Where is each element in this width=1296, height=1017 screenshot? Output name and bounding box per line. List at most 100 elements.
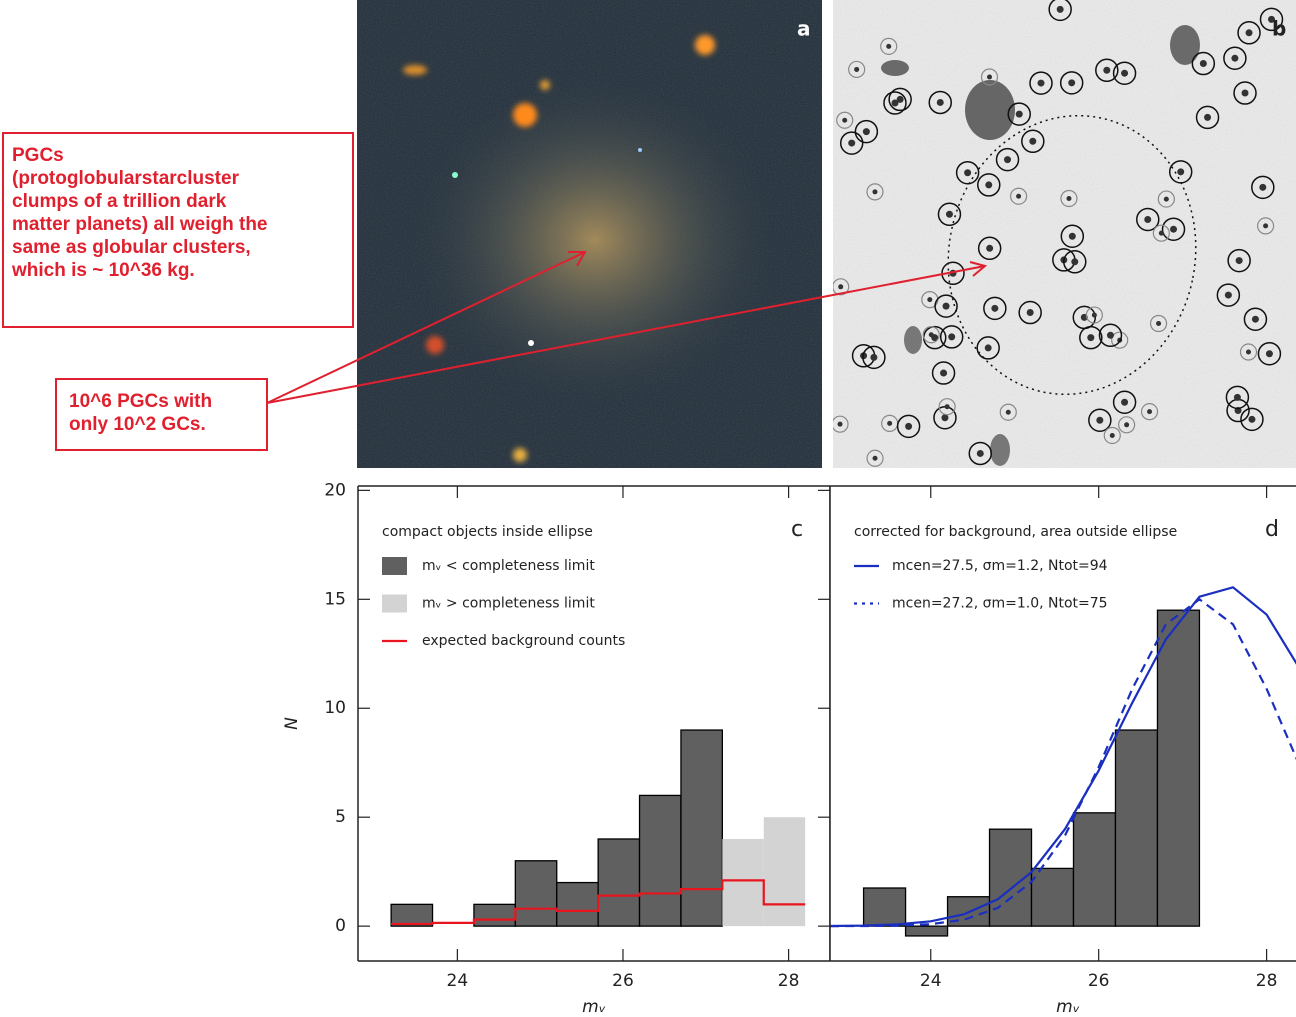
source-dot (1016, 111, 1023, 118)
source-dot (1057, 6, 1064, 13)
annotation-line: matter planets) all weigh the (12, 213, 344, 236)
source-dot (887, 421, 892, 426)
annotation-line: same as globular clusters, (12, 236, 344, 259)
x-tick-label: 26 (1088, 971, 1110, 991)
histogram-bar (906, 926, 948, 936)
histogram-bar (474, 904, 515, 926)
source-dot (1107, 332, 1114, 339)
source-dot (1159, 231, 1164, 236)
source-dot (1156, 321, 1161, 326)
source-dot (985, 181, 992, 188)
source-dot (1204, 114, 1211, 121)
source-dot (848, 140, 855, 147)
y-tick-label: 15 (324, 589, 346, 609)
source-dot (1066, 196, 1071, 201)
source-dot (1234, 394, 1241, 401)
source-dot (1259, 184, 1266, 191)
source-dot (854, 67, 859, 72)
annotation-line: (protoglobularstarcluster (12, 167, 344, 190)
histogram-bar (557, 883, 598, 927)
x-tick-label: 24 (920, 971, 942, 991)
panel-label: d (1265, 517, 1279, 542)
source-dot (1068, 79, 1075, 86)
histogram-bar (1032, 868, 1074, 926)
histogram-bar (640, 795, 681, 926)
source-dot (991, 305, 998, 312)
source-dot (1121, 70, 1128, 77)
histogram-bar (1073, 813, 1115, 926)
source-dot (1147, 409, 1152, 414)
source-dot (1231, 55, 1238, 62)
source-dot (927, 297, 932, 302)
x-axis-label: mᵥ (582, 997, 606, 1017)
source-dot (1246, 29, 1253, 36)
y-tick-label: 10 (324, 698, 346, 718)
annotation-line: PGCs (12, 144, 344, 167)
legend-swatch (382, 595, 407, 613)
annotation-line: clumps of a trillion dark (12, 190, 344, 213)
panel-label: a (797, 17, 811, 41)
source-dot (863, 128, 870, 135)
source-dot (1096, 417, 1103, 424)
histogram-bar (515, 861, 556, 926)
annotation-line: only 10^2 GCs. (69, 413, 254, 436)
legend-title: compact objects inside ellipse (382, 524, 593, 540)
annotation-line: which is ~ 10^36 kg. (12, 259, 344, 282)
histogram-bar (764, 817, 805, 926)
source-dot (946, 211, 953, 218)
source-dot (1164, 197, 1169, 202)
source-dot (873, 456, 878, 461)
source-dot (1263, 223, 1268, 228)
source-dot (891, 99, 898, 106)
source-dot (1225, 292, 1232, 299)
source-dot (1087, 334, 1094, 341)
source-dot (1038, 80, 1045, 87)
histogram-bar (598, 839, 639, 926)
source-dot (964, 169, 971, 176)
source-dot (1266, 350, 1273, 357)
legend-label: expected background counts (422, 633, 625, 649)
source-dot (870, 354, 877, 361)
source-dot (886, 44, 891, 49)
source-dot (977, 450, 984, 457)
source-dot (943, 303, 950, 310)
source-dot (1027, 309, 1034, 316)
page: {"annotations": { "box_lines": ["PGCs", … (0, 0, 1296, 1017)
y-tick-label: 5 (335, 807, 346, 827)
legend-title: corrected for background, area outside e… (854, 524, 1177, 540)
source-dot (1069, 233, 1076, 240)
source-dot (1246, 350, 1251, 355)
source-dot (1121, 399, 1128, 406)
panel-label: c (791, 517, 803, 542)
annotation-line: 10^6 PGCs with (69, 390, 254, 413)
legend-label: mᵥ > completeness limit (422, 596, 595, 612)
source-dot (1124, 422, 1129, 427)
source-dot (929, 332, 934, 337)
source-dot (1110, 433, 1115, 438)
y-axis-label: N (282, 717, 302, 730)
source-dot (838, 284, 843, 289)
source-dot (940, 370, 947, 377)
source-dot (1029, 138, 1036, 145)
source-dot (838, 422, 843, 427)
source-dot (842, 118, 847, 123)
source-dot (945, 404, 950, 409)
source-dot (985, 344, 992, 351)
legend-label: mᵥ < completeness limit (422, 558, 595, 574)
y-tick-label: 20 (324, 480, 346, 500)
source-dot (986, 245, 993, 252)
y-tick-label: 0 (335, 916, 346, 936)
x-tick-label: 24 (447, 971, 469, 991)
legend-label: mcen=27.2, σm=1.0, Ntot=75 (892, 596, 1108, 612)
histogram-bar (722, 839, 763, 926)
source-dot (1177, 168, 1184, 175)
panel-a-image (357, 0, 822, 468)
histogram-bar (1157, 610, 1199, 926)
x-tick-label: 28 (1256, 971, 1278, 991)
panel-label: b (1272, 17, 1286, 41)
source-dot (1248, 416, 1255, 423)
source-dot (1004, 156, 1011, 163)
source-dot (872, 189, 877, 194)
